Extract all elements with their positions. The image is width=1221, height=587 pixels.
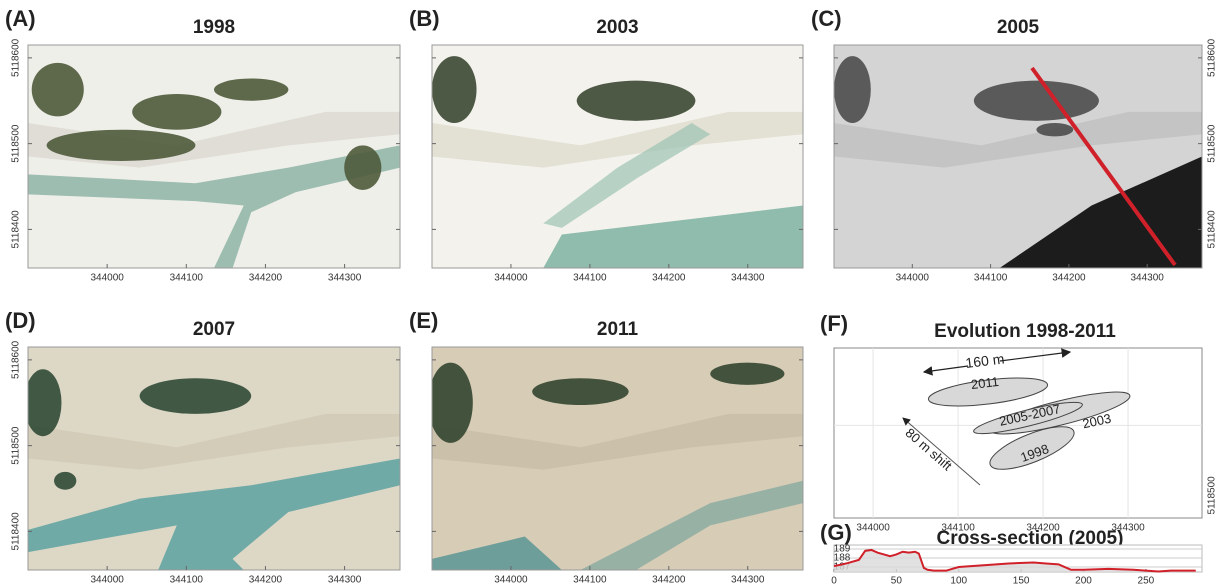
- y-tick-label: 5118400: [11, 210, 22, 249]
- vegetation: [974, 81, 1099, 121]
- y-tick-label: 189: [834, 544, 851, 555]
- y-tick-label: 5118500: [1207, 476, 1218, 515]
- x-tick-label: 344100: [170, 273, 204, 284]
- panel-label: (A): [5, 6, 36, 31]
- vegetation: [214, 78, 288, 100]
- aerial-photo: [432, 45, 803, 268]
- panel-label: (G): [820, 520, 852, 545]
- panel-title: 2007: [193, 319, 235, 340]
- y-tick-label: 5118600: [11, 340, 22, 379]
- figure: (A) 1998 344000 344100 344200 344300 5118400 51…: [0, 0, 1221, 587]
- vegetation: [532, 378, 628, 405]
- aerial-photo: [28, 45, 400, 268]
- x-tick-label: 344200: [1052, 273, 1086, 284]
- vegetation: [24, 369, 61, 436]
- x-tick-label: 344000: [90, 575, 124, 586]
- x-tick-label: 344100: [573, 273, 607, 284]
- x-tick-label: 50: [891, 576, 903, 587]
- x-tick-label: 344200: [652, 273, 686, 284]
- vegetation: [32, 63, 84, 117]
- panel-label: (C): [811, 6, 842, 31]
- x-tick-label: 344200: [249, 273, 283, 284]
- x-tick-label: 344100: [170, 575, 204, 586]
- x-tick-label: 200: [1075, 576, 1092, 587]
- vegetation: [710, 363, 784, 385]
- x-tick-label: 344300: [731, 273, 765, 284]
- x-tick-label: 100: [950, 576, 967, 587]
- x-tick-label: 344000: [494, 575, 528, 586]
- x-tick-label: 344100: [573, 575, 607, 586]
- x-tick-label: 344200: [652, 575, 686, 586]
- y-tick-label: 5118400: [1207, 210, 1218, 249]
- x-tick-label: 344300: [328, 273, 362, 284]
- panel-title: 2005: [997, 17, 1040, 38]
- aerial-photo: [834, 45, 1202, 268]
- x-tick-label: 344000: [90, 273, 124, 284]
- panel-label: (F): [820, 311, 848, 336]
- vegetation: [47, 130, 196, 161]
- x-tick-label: 0: [831, 576, 837, 587]
- panel-label: (D): [5, 308, 36, 333]
- vegetation: [428, 363, 473, 443]
- x-tick-label: 344200: [249, 575, 283, 586]
- x-tick-label: 344300: [731, 575, 765, 586]
- panel-title: 2011: [597, 319, 639, 340]
- x-tick-label: 250: [1138, 576, 1155, 587]
- x-tick-label: 344000: [494, 273, 528, 284]
- vegetation: [54, 472, 76, 490]
- aerial-photo: [428, 347, 803, 570]
- x-tick-label: 344100: [974, 273, 1008, 284]
- y-tick-label: 5118500: [11, 426, 22, 465]
- vegetation: [432, 56, 477, 123]
- panel-title: 2003: [596, 17, 638, 38]
- y-tick-label: 5118500: [11, 124, 22, 163]
- vegetation: [1036, 123, 1073, 136]
- vegetation: [140, 378, 252, 414]
- y-tick-label: 5118500: [1207, 124, 1218, 163]
- vegetation: [344, 145, 381, 190]
- vegetation: [132, 94, 221, 130]
- y-tick-label: 5118600: [11, 38, 22, 77]
- panel-title: 1998: [193, 17, 235, 38]
- x-tick-label: 344000: [856, 523, 890, 534]
- panel-title: Evolution 1998-2011: [934, 321, 1116, 342]
- x-tick-label: 344300: [328, 575, 362, 586]
- aerial-photo: [24, 347, 400, 570]
- panel-label: (E): [409, 308, 438, 333]
- x-tick-label: 150: [1013, 576, 1030, 587]
- y-tick-label: 5118400: [11, 512, 22, 551]
- panel-label: (B): [409, 6, 440, 31]
- x-tick-label: 344000: [896, 273, 930, 284]
- vegetation: [834, 56, 871, 123]
- y-tick-label: 5118600: [1207, 38, 1218, 77]
- vegetation: [577, 81, 696, 121]
- x-tick-label: 344300: [1131, 273, 1165, 284]
